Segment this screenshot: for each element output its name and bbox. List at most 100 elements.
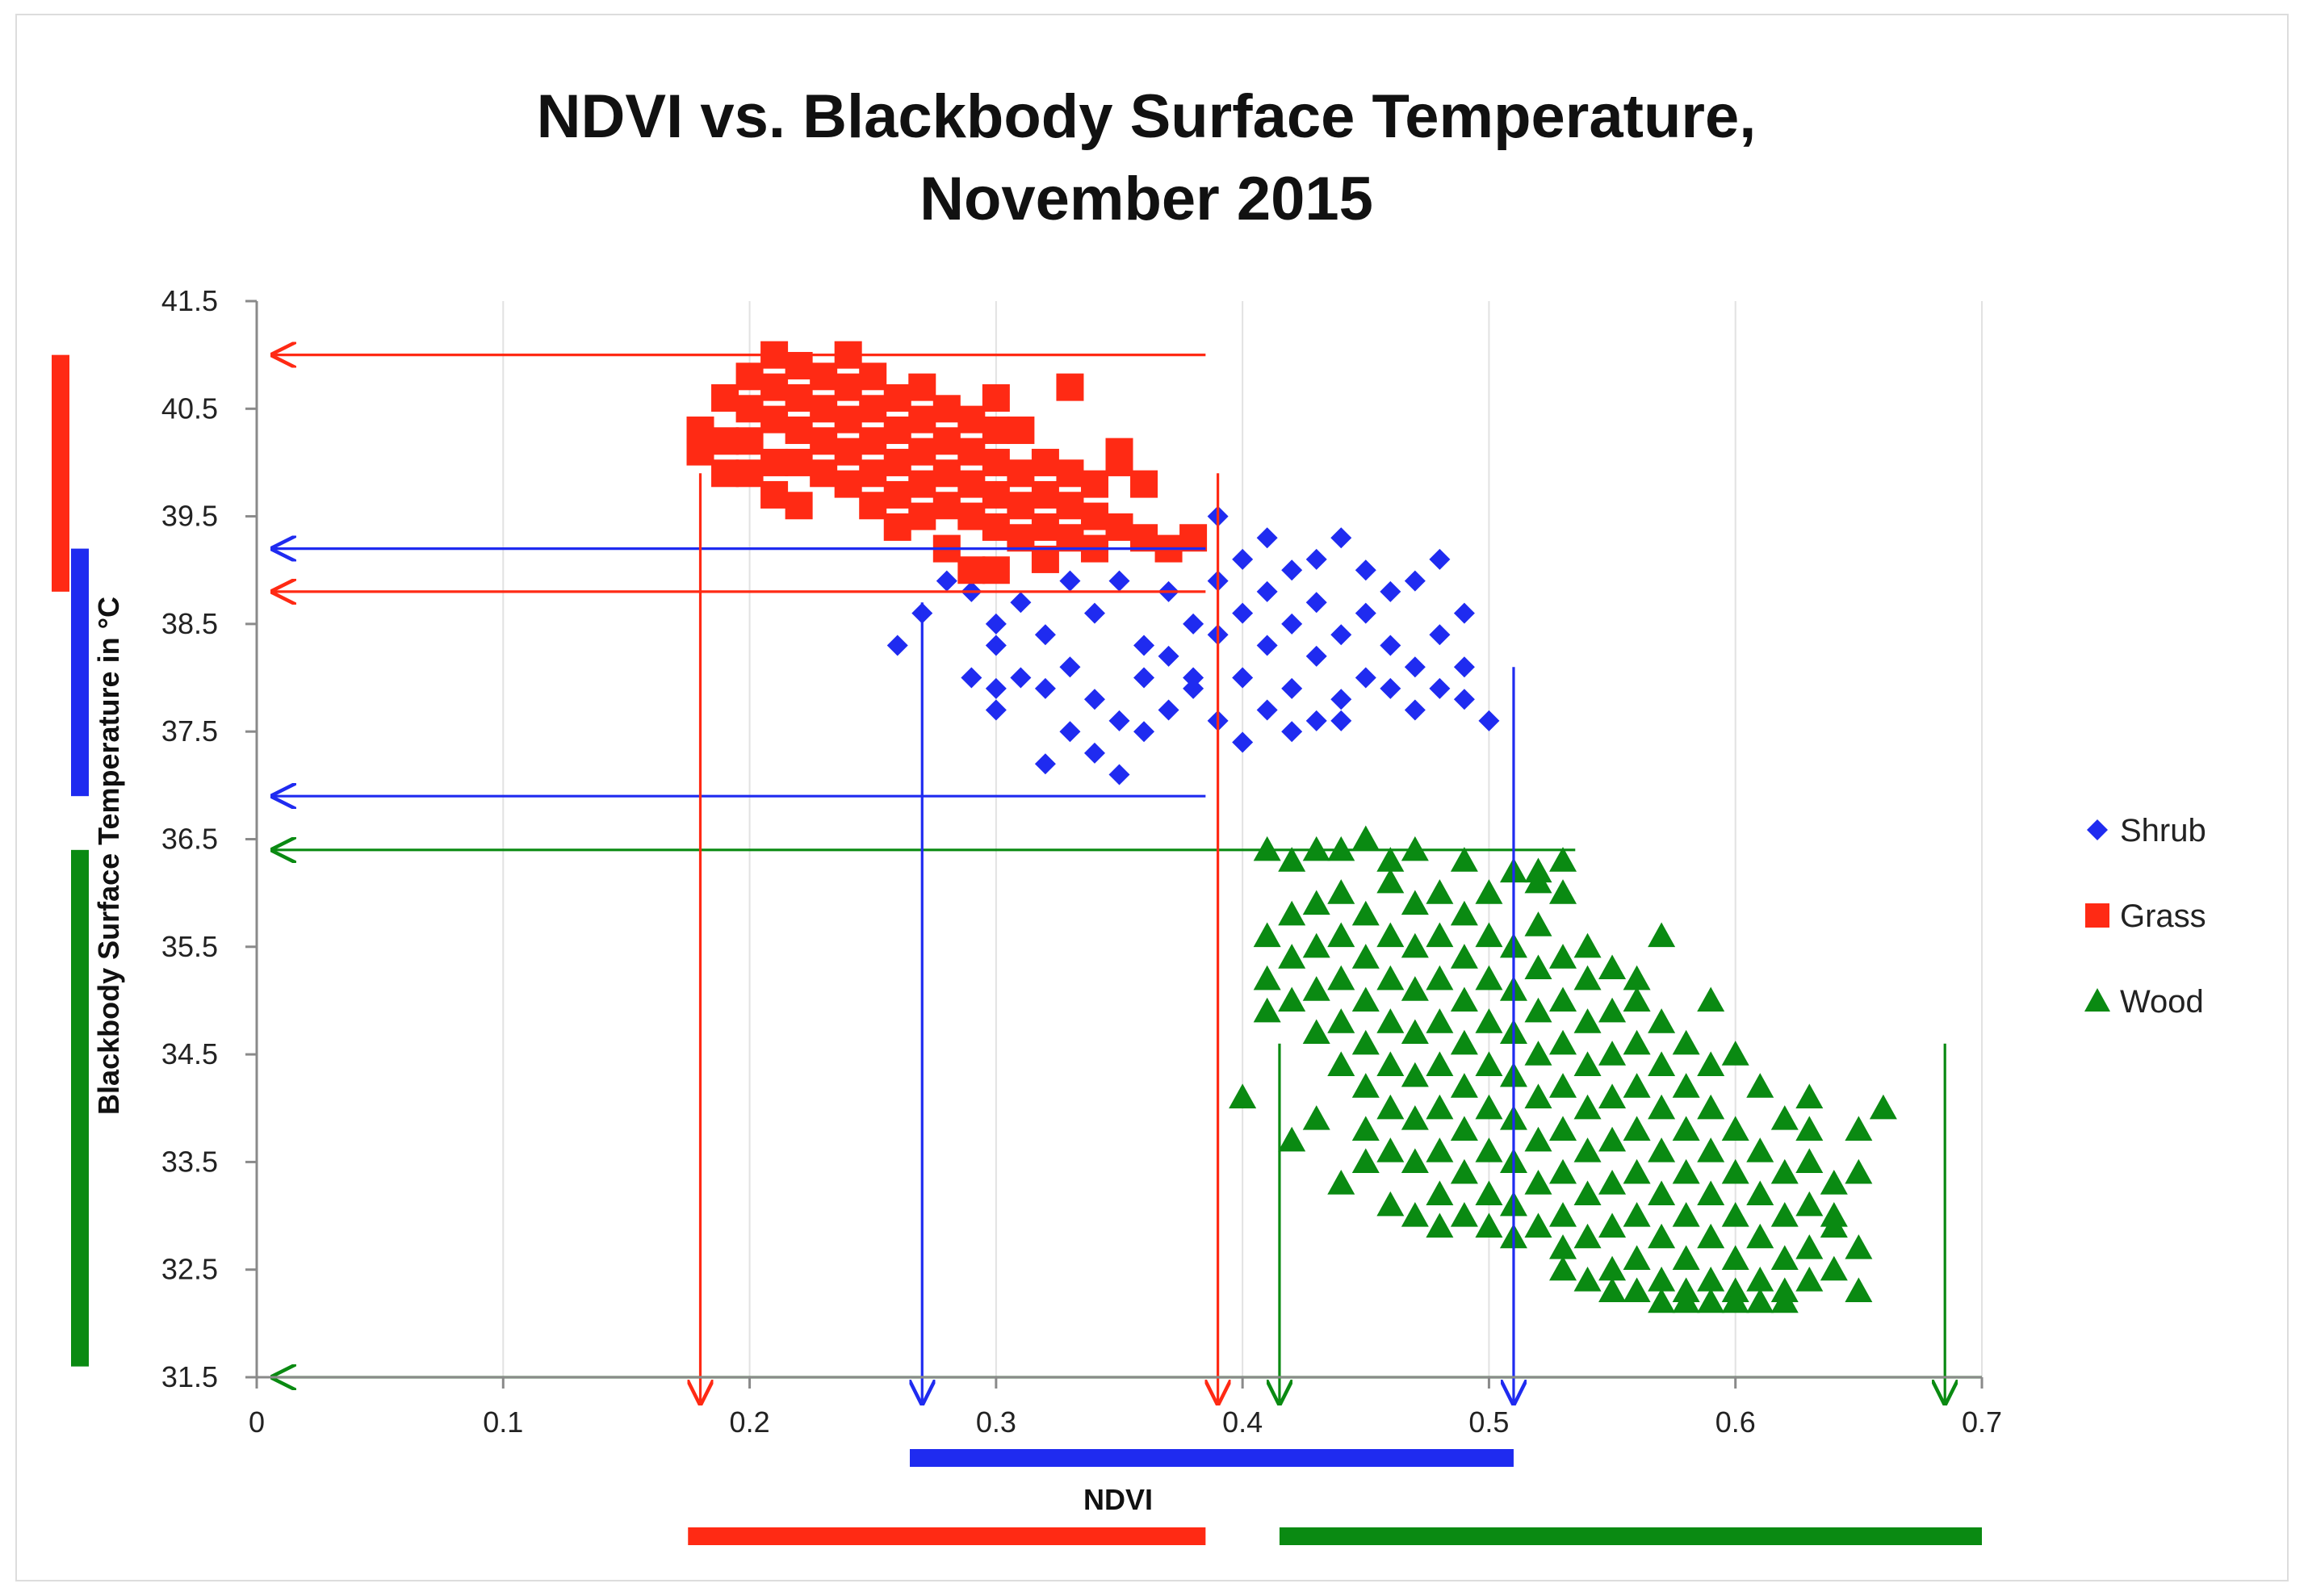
- shrub-point: [985, 613, 1007, 635]
- wood-point: [1401, 836, 1429, 861]
- grass-point: [908, 438, 936, 466]
- shrub-point: [961, 667, 982, 689]
- wood-point: [1648, 922, 1676, 948]
- wood-point: [1426, 1008, 1454, 1033]
- wood-point: [1401, 1148, 1429, 1173]
- x-tick-label: 0.2: [730, 1405, 770, 1439]
- wood-point: [1426, 922, 1454, 948]
- shrub-point: [1083, 602, 1105, 624]
- wood-point: [1549, 1234, 1577, 1259]
- shrub-point: [1059, 656, 1081, 678]
- wood-point: [1845, 1158, 1873, 1184]
- wood-point: [1524, 1041, 1552, 1066]
- grass-point: [1031, 448, 1059, 476]
- wood-point: [1648, 1008, 1676, 1033]
- grass-point: [1179, 524, 1208, 552]
- wood-point: [1450, 1116, 1478, 1141]
- grass-point: [810, 459, 838, 488]
- grass-point: [1056, 524, 1084, 552]
- shrub-point: [1133, 635, 1155, 656]
- wood-point: [1623, 987, 1651, 1012]
- wood-point: [1376, 965, 1405, 991]
- grass-point: [810, 362, 838, 391]
- wood-point: [1623, 1202, 1651, 1227]
- wood-point: [1672, 1288, 1700, 1313]
- shrub-point: [1330, 624, 1352, 646]
- shrub-point: [1380, 635, 1401, 656]
- wood-point: [1573, 1223, 1602, 1249]
- grass-point: [883, 383, 911, 412]
- wood-point: [1327, 1008, 1355, 1033]
- shrub-point: [1330, 710, 1352, 731]
- grass-point: [1031, 480, 1059, 509]
- shrub-point: [1355, 602, 1376, 624]
- shrub-point: [1083, 689, 1105, 710]
- shrub-point: [1330, 527, 1352, 549]
- wood-point: [1746, 1073, 1774, 1098]
- shrub-point: [1059, 570, 1081, 592]
- grass-point: [686, 438, 714, 466]
- shrub-point: [1158, 699, 1179, 721]
- grass-point: [859, 362, 887, 391]
- wood-point: [1327, 1051, 1355, 1077]
- wood-point: [1721, 1288, 1749, 1313]
- grass-point: [1080, 502, 1108, 530]
- wood-point: [1820, 1202, 1848, 1227]
- wood-point: [1401, 1019, 1429, 1045]
- shrub-point: [1010, 592, 1032, 614]
- range-bars: [52, 354, 1982, 1545]
- legend: Shrub Grass Wood: [2084, 813, 2206, 1020]
- grass-point: [834, 405, 862, 434]
- wood-point: [1746, 1267, 1774, 1292]
- wood-point: [1426, 879, 1454, 904]
- wood-point: [1623, 1073, 1651, 1098]
- shrub-point: [1305, 592, 1327, 614]
- wood-point: [1697, 1051, 1725, 1077]
- wood-point: [1648, 1051, 1676, 1077]
- grass-point: [1105, 513, 1133, 541]
- wood-point: [1672, 1029, 1700, 1055]
- shrub-point: [1256, 635, 1278, 656]
- wood-point: [1351, 825, 1380, 851]
- x-tick-label: 0.6: [1715, 1405, 1756, 1439]
- wood-point: [1721, 1041, 1749, 1066]
- legend-label: Wood: [2120, 984, 2204, 1020]
- wood-point: [1450, 1202, 1478, 1227]
- wood-point: [1721, 1116, 1749, 1141]
- wood-point: [1549, 847, 1577, 872]
- wood-point: [1721, 1158, 1749, 1184]
- legend-diamond-marker: [2087, 819, 2108, 840]
- wood-point: [1253, 965, 1281, 991]
- grass-point: [859, 395, 887, 423]
- shrub-point: [1133, 667, 1155, 689]
- x-tick-label: 0.5: [1468, 1405, 1509, 1439]
- wood-point: [1376, 1051, 1405, 1077]
- chart-title-line-2: November 2015: [920, 165, 1373, 233]
- shrub-point: [1108, 764, 1130, 785]
- grass-point: [1130, 524, 1158, 552]
- grass-point: [982, 416, 1010, 444]
- grass-point: [1056, 492, 1084, 520]
- shrub-point: [1453, 602, 1475, 624]
- grass-point: [1056, 373, 1084, 401]
- y-tick-label: 38.5: [161, 607, 218, 640]
- wood-point: [1253, 922, 1281, 948]
- wood-point: [1475, 922, 1503, 948]
- wood-point: [1524, 868, 1552, 894]
- shrub-point: [1034, 677, 1056, 699]
- legend-item-shrub: Shrub: [2087, 813, 2206, 848]
- grass-point: [982, 556, 1010, 584]
- wood-point: [1524, 1126, 1552, 1152]
- wood-point: [1376, 1137, 1405, 1162]
- series-grass: [686, 341, 1208, 584]
- wood-point: [1598, 1083, 1627, 1109]
- wood-point: [1845, 1234, 1873, 1259]
- wood-point: [1573, 1008, 1602, 1033]
- y-tick-label: 39.5: [161, 500, 218, 533]
- shrub-point: [985, 699, 1007, 721]
- wood-point: [1401, 932, 1429, 958]
- wood-point: [1327, 836, 1355, 861]
- shrub-point: [1133, 721, 1155, 743]
- wood-point: [1623, 1277, 1651, 1302]
